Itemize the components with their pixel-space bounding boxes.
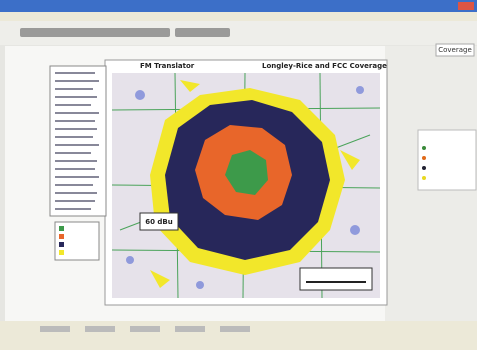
toolbar-icons: [20, 28, 230, 37]
info-lines: [55, 72, 99, 210]
map-title-left: FM Translator: [140, 62, 195, 70]
legend-swatches: [59, 226, 64, 255]
title-bar: [0, 0, 477, 12]
menu-bar: [0, 12, 477, 21]
status-bar: [0, 321, 477, 350]
map-title-right: Longley-Rice and FCC Coverage: [262, 62, 387, 70]
tab-label: Coverage: [438, 46, 472, 54]
contour-label: 60 dBu: [145, 218, 173, 226]
status-buttons: [40, 326, 250, 332]
coverage: [150, 80, 360, 288]
tab[interactable]: [435, 43, 475, 57]
side-legend: [417, 129, 477, 191]
close-button[interactable]: [458, 2, 474, 10]
info-panel: [49, 65, 107, 217]
scale-box: [299, 267, 373, 291]
water-bodies: [126, 86, 364, 289]
contour-box: [139, 212, 179, 231]
